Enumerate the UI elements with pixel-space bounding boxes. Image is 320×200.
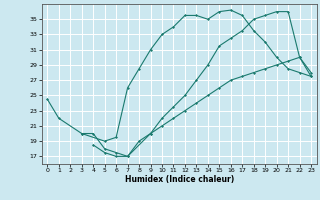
X-axis label: Humidex (Indice chaleur): Humidex (Indice chaleur) — [124, 175, 234, 184]
